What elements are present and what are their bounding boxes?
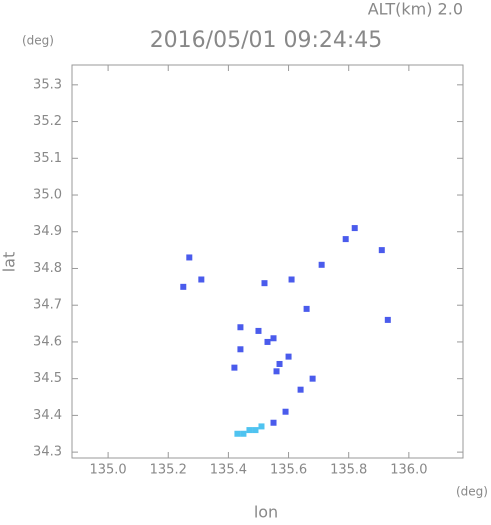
radar-echo [276, 360, 283, 367]
radar-echo [318, 261, 325, 268]
radar-echo [237, 346, 244, 353]
radar-echo [198, 276, 205, 283]
radar-echo [234, 430, 241, 437]
radar-echo [270, 419, 277, 426]
y-axis-label: lat [0, 252, 19, 273]
y-tick-label: 34.9 [33, 224, 62, 239]
x-axis-label: lon [254, 503, 278, 522]
radar-echo [270, 335, 277, 342]
y-unit: (deg) [22, 34, 54, 48]
chart-title: 2016/05/01 09:24:45 [150, 28, 383, 53]
y-tick-label: 34.5 [33, 371, 62, 386]
x-tick-label: 135.0 [89, 463, 126, 478]
radar-echo [309, 375, 316, 382]
x-tick-label: 135.6 [270, 463, 307, 478]
radar-echo [273, 368, 280, 375]
y-tick-label: 34.6 [33, 334, 62, 349]
radar-echo [285, 353, 292, 360]
x-tick-label: 135.8 [330, 463, 367, 478]
plot-frame [71, 64, 464, 459]
radar-echo [264, 338, 271, 345]
radar-echo [297, 386, 304, 393]
y-tick-label: 34.4 [33, 408, 62, 423]
y-tick-label: 34.8 [33, 261, 62, 276]
radar-echo [378, 247, 385, 254]
y-tick-label: 34.7 [33, 298, 62, 313]
radar-echo [261, 280, 268, 287]
radar-echo [255, 327, 262, 334]
radar-echo [237, 324, 244, 331]
x-unit: (deg) [456, 485, 488, 499]
y-tick-label: 35.0 [33, 188, 62, 203]
radar-echo [231, 364, 238, 371]
y-tick-label: 34.3 [33, 445, 62, 460]
y-tick-label: 35.2 [33, 114, 62, 129]
radar-echo [246, 427, 253, 434]
radar-echo [240, 430, 247, 437]
y-tick-label: 35.1 [33, 151, 62, 166]
x-tick-label: 135.2 [150, 463, 187, 478]
x-tick-label: 136.0 [390, 463, 427, 478]
x-tick-label: 135.4 [210, 463, 247, 478]
radar-echo [258, 423, 265, 430]
radar-echo [384, 316, 391, 323]
radar-echo [186, 254, 193, 261]
radar-echo [303, 305, 310, 312]
radar-echo [351, 225, 358, 232]
y-tick-label: 35.3 [33, 77, 62, 92]
radar-echo [288, 276, 295, 283]
radar-echo [282, 408, 289, 415]
radar-echo [252, 427, 259, 434]
altitude-label: ALT(km) 2.0 [368, 0, 463, 19]
radar-echo [180, 283, 187, 290]
radar-echo [342, 236, 349, 243]
